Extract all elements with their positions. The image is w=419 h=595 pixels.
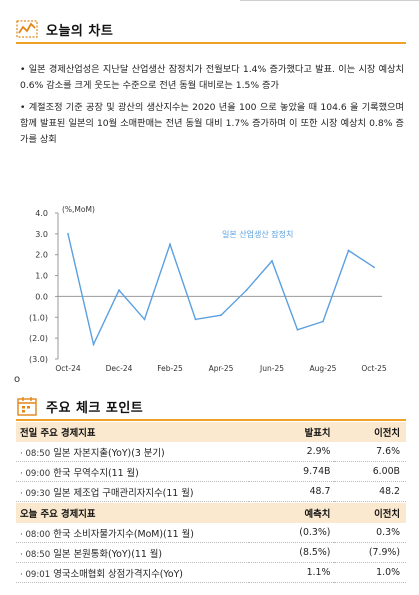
row-value: 9.74B xyxy=(249,461,335,482)
row-time: · 08:50 xyxy=(20,549,51,560)
row-value: 48.7 xyxy=(249,481,335,502)
chart-section-title: 오늘의 차트 xyxy=(46,23,114,39)
table-header-row: 오늘 주요 경제지표 예측치 이전치 xyxy=(16,503,406,523)
section-divider xyxy=(16,419,406,421)
checkpoint-section-title: 주요 체크 포인트 xyxy=(46,400,144,416)
row-value: (8.5%) xyxy=(249,542,335,563)
top-rule xyxy=(240,0,419,1)
row-value: 1.1% xyxy=(249,562,335,583)
bullet-item: • 일본 경제산업성은 지난달 산업생산 잠정치가 전월보다 1.4% 증가했다… xyxy=(20,64,404,91)
unit-label: (%,MoM) xyxy=(62,205,95,214)
row-prev-value: 1.0% xyxy=(334,562,406,583)
row-indicator: 한국 소비자물가지수(MoM)(11 월) xyxy=(53,528,194,540)
table-header: 예측치 xyxy=(249,503,335,523)
row-time: · 09:30 xyxy=(20,488,51,499)
series-label: 일본 산업생산 잠정치 xyxy=(222,229,293,239)
data-point xyxy=(245,289,248,292)
bullet-item: • 계절조정 기준 공장 및 광산의 생산지수는 2020 년을 100 으로 … xyxy=(20,102,404,145)
x-tick-label: Jun-25 xyxy=(259,364,284,373)
y-tick-label: 2.0 xyxy=(35,251,48,260)
y-tick-label: 0.0 xyxy=(35,292,48,301)
data-point xyxy=(194,318,197,321)
data-point xyxy=(169,243,171,246)
row-indicator: 한국 무역수지(11 월) xyxy=(53,467,139,479)
row-time: · 09:01 xyxy=(20,569,51,580)
x-tick-label: Oct-24 xyxy=(55,364,80,373)
table-header: 이전치 xyxy=(334,422,406,442)
previous-day-indicators-table: 전일 주요 경제지표 발표치 이전치 · 08:50 일본 자본지출(YoY)(… xyxy=(16,422,406,502)
row-value: 2.9% xyxy=(249,442,335,462)
data-point xyxy=(143,318,146,321)
series-line xyxy=(67,233,375,347)
section-divider xyxy=(16,42,406,44)
row-indicator: 일본 제조업 구매관리자지수(11 월) xyxy=(53,487,194,499)
row-time: · 09:00 xyxy=(20,468,51,479)
data-point xyxy=(322,320,324,323)
row-prev-value: 7.6% xyxy=(334,442,406,462)
table-header: 발표치 xyxy=(249,422,335,442)
x-tick-label: Aug-25 xyxy=(310,364,337,373)
commentary: • 일본 경제산업성은 지난달 산업생산 잠정치가 전월보다 1.4% 증가했다… xyxy=(20,62,404,154)
table-row: · 08:50 일본 자본지출(YoY)(3 분기) 2.9% 7.6% xyxy=(16,442,406,462)
x-tick-label: Apr-25 xyxy=(209,364,234,373)
row-prev-value: 0.3% xyxy=(334,523,406,543)
small-mark: o xyxy=(14,374,21,385)
row-prev-value: 6.00B xyxy=(334,461,406,482)
row-indicator: 일본 본원통화(YoY)(11 월) xyxy=(53,548,163,560)
row-prev-value: (7.9%) xyxy=(334,542,406,563)
y-tick-label: (1.0) xyxy=(29,313,48,322)
x-tick-label: Dec-24 xyxy=(106,364,133,373)
data-point xyxy=(347,249,350,252)
data-point xyxy=(373,266,375,269)
data-point xyxy=(67,232,69,235)
data-point xyxy=(220,314,222,317)
table-row: · 08:50 일본 본원통화(YoY)(11 월) (8.5%) (7.9%) xyxy=(16,542,406,563)
row-time: · 08:00 xyxy=(20,529,51,540)
y-tick-label: 1.0 xyxy=(35,272,48,281)
y-tick-label: (3.0) xyxy=(29,355,48,364)
x-tick-label: Feb-25 xyxy=(157,364,183,373)
table-header: 전일 주요 경제지표 xyxy=(16,422,250,442)
row-indicator: 일본 자본지출(YoY)(3 분기) xyxy=(53,447,165,459)
y-tick-label: (2.0) xyxy=(29,334,48,343)
table-header: 이전치 xyxy=(334,503,406,523)
table-row: · 09:30 일본 제조업 구매관리자지수(11 월) 48.7 48.2 xyxy=(16,481,406,502)
row-prev-value: 48.2 xyxy=(334,481,406,502)
chart-section-header: 오늘의 차트 xyxy=(16,17,113,41)
row-value: (0.3%) xyxy=(249,523,335,543)
table-row: · 08:00 한국 소비자물가지수(MoM)(11 월) (0.3%) 0.3… xyxy=(16,523,406,543)
data-point xyxy=(92,343,95,346)
x-tick-label: Oct-25 xyxy=(361,364,386,373)
table-header-row: 전일 주요 경제지표 발표치 이전치 xyxy=(16,422,406,442)
row-time: · 08:50 xyxy=(20,448,51,459)
y-tick-label: 4.0 xyxy=(35,209,48,218)
industrial-production-chart: 4.0 3.0 2.0 1.0 0.0 (1.0) (2.0) (3.0) (%,MoM) Oct… xyxy=(29,205,387,373)
table-row: · 09:01 영국소매협회 상점가격지수(YoY) 1.1% 1.0% xyxy=(16,562,406,583)
calendar-icon xyxy=(17,397,37,416)
data-point xyxy=(118,289,120,292)
line-chart-icon xyxy=(16,20,38,38)
table-row: · 09:00 한국 무역수지(11 월) 9.74B 6.00B xyxy=(16,461,406,482)
today-indicators-table: 오늘 주요 경제지표 예측치 이전치 · 08:00 한국 소비자물가지수(Mo… xyxy=(16,503,406,583)
row-indicator: 영국소매협회 상점가격지수(YoY) xyxy=(53,568,183,580)
data-point xyxy=(296,328,299,331)
y-tick-label: 3.0 xyxy=(35,230,48,239)
checkpoint-section-header: 주요 체크 포인트 xyxy=(16,394,143,418)
table-header: 오늘 주요 경제지표 xyxy=(16,503,250,523)
data-point xyxy=(271,260,273,262)
